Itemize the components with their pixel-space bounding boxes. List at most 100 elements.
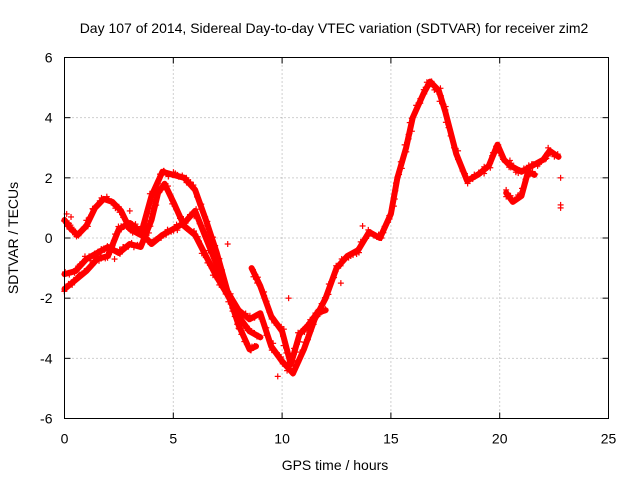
data-point — [217, 270, 224, 277]
data-point — [236, 326, 243, 333]
data-point — [257, 283, 264, 290]
data-point — [153, 185, 160, 192]
data-point — [511, 196, 518, 203]
data-point — [89, 205, 96, 212]
data-point — [211, 256, 218, 263]
data-point — [489, 152, 496, 159]
data-point — [266, 309, 273, 316]
data-point — [147, 223, 154, 230]
data-point — [76, 271, 83, 278]
data-point — [254, 274, 261, 281]
data-point — [263, 298, 270, 305]
data-point — [337, 262, 344, 269]
data-point — [227, 294, 234, 301]
data-point — [304, 336, 311, 343]
data-point — [158, 186, 165, 193]
data-point — [174, 227, 181, 234]
data-point — [280, 333, 287, 340]
data-point — [280, 342, 287, 349]
data-point — [197, 201, 204, 208]
data-point — [455, 147, 462, 154]
x-tick-label: 15 — [383, 431, 399, 447]
y-tick-label: -4 — [40, 350, 53, 366]
data-point — [172, 205, 179, 212]
grid — [64, 57, 609, 419]
y-tick-label: 6 — [45, 50, 53, 66]
data-point — [196, 238, 203, 245]
data-point — [555, 153, 562, 160]
data-point — [116, 246, 123, 253]
y-tick-label: -2 — [40, 290, 53, 306]
data-point — [261, 292, 268, 299]
data-point — [356, 244, 363, 251]
data-point — [445, 124, 452, 131]
data-point — [62, 268, 69, 275]
data-point — [408, 115, 415, 122]
data-point — [249, 266, 256, 273]
data-point — [503, 186, 510, 193]
data-point — [417, 95, 424, 102]
data-point — [494, 146, 501, 153]
data-point — [442, 106, 449, 113]
data-point — [85, 264, 92, 271]
data-point — [202, 231, 209, 238]
data-point — [204, 236, 211, 243]
data-point — [296, 338, 303, 345]
data-point — [246, 312, 253, 319]
data-point — [386, 212, 393, 219]
data-point — [503, 193, 510, 200]
data-point — [350, 252, 357, 259]
data-point — [274, 373, 281, 380]
data-point — [359, 222, 366, 229]
data-point — [304, 325, 311, 332]
data-point — [263, 332, 270, 339]
data-point — [412, 109, 419, 116]
data-point — [68, 213, 75, 220]
x-axis-label: GPS time / hours — [282, 457, 389, 473]
data-point — [104, 254, 111, 261]
x-tick-label: 25 — [601, 431, 617, 447]
data-point — [338, 255, 345, 262]
data-point — [285, 295, 292, 302]
data-point — [307, 316, 314, 323]
data-point — [233, 307, 240, 314]
data-point — [157, 171, 164, 178]
data-point — [176, 215, 183, 222]
data-point — [447, 132, 454, 139]
data-point — [256, 311, 263, 318]
data-point — [481, 170, 488, 177]
data-point — [110, 237, 117, 244]
data-point — [149, 210, 156, 217]
data-point — [525, 162, 532, 169]
data-point — [283, 349, 290, 356]
data-point — [253, 333, 260, 340]
data-point — [451, 144, 458, 151]
chart-title: Day 107 of 2014, Sidereal Day-to-day VTE… — [80, 20, 589, 36]
data-point — [245, 316, 252, 323]
data-point — [392, 180, 399, 187]
data-point — [231, 313, 238, 320]
data-point — [202, 213, 209, 220]
data-point — [70, 276, 77, 283]
data-point — [254, 280, 261, 287]
data-point — [143, 217, 150, 224]
data-point — [257, 334, 264, 341]
data-point — [437, 92, 444, 99]
series-stray-points — [63, 174, 564, 380]
data-point — [212, 271, 219, 278]
data-point — [289, 357, 296, 364]
data-point — [132, 221, 139, 228]
data-point — [218, 276, 225, 283]
data-point — [291, 345, 298, 352]
data-point — [381, 223, 388, 230]
data-point — [331, 274, 338, 281]
data-point — [442, 119, 449, 126]
y-tick-label: 0 — [45, 230, 53, 246]
data-point — [284, 367, 291, 374]
data-point — [464, 177, 471, 184]
data-point — [365, 233, 372, 240]
data-point — [158, 234, 165, 241]
data-point — [144, 208, 151, 215]
data-point — [66, 271, 73, 278]
